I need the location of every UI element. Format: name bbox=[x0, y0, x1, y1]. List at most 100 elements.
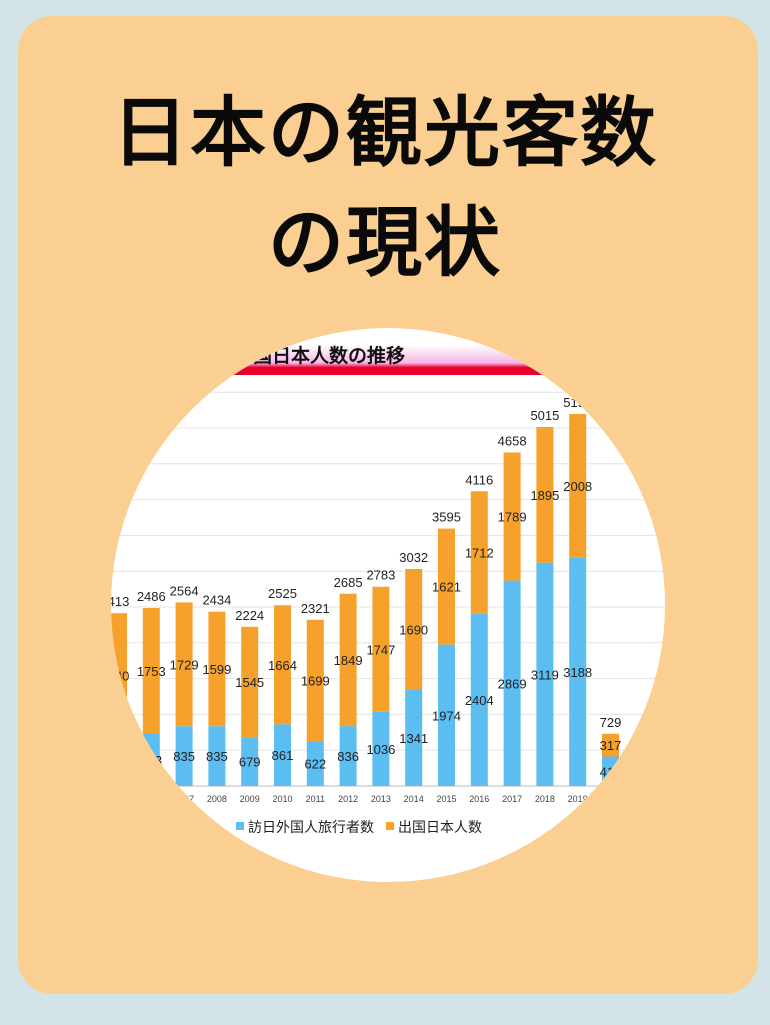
bar-outbound-2011 bbox=[306, 619, 324, 742]
label-outbound-2012: 1849 bbox=[334, 653, 363, 668]
bar-outbound-2008 bbox=[208, 611, 226, 727]
bar-outbound-2020 bbox=[602, 733, 619, 757]
x-tick-2012: 2012 bbox=[338, 794, 358, 804]
label-outbound-2016: 1712 bbox=[465, 546, 494, 561]
label-outbound-2020: 317 bbox=[600, 738, 622, 753]
label-total-2011: 2321 bbox=[301, 601, 330, 616]
label-outbound-2019: 2008 bbox=[563, 479, 592, 494]
label-total-2012: 2685 bbox=[334, 575, 363, 590]
x-tick-2019: 2019 bbox=[568, 794, 588, 804]
label-outbound-2018: 1895 bbox=[530, 488, 559, 503]
bar-outbound-2010 bbox=[274, 605, 291, 725]
x-tick-2007: 2007 bbox=[174, 794, 194, 804]
bar-visitors-2014 bbox=[405, 689, 423, 786]
legend-label-0: 訪日外国人旅行者数 bbox=[248, 819, 374, 835]
label-visitors-2006: 733 bbox=[140, 753, 162, 768]
bar-visitors-2006 bbox=[142, 733, 160, 786]
label-total-2018: 5015 bbox=[530, 408, 559, 423]
x-tick-2020: 202 bbox=[603, 794, 618, 804]
bar-visitors-2009 bbox=[241, 737, 259, 786]
x-tick-2015: 2015 bbox=[436, 794, 456, 804]
label-total-2010: 2525 bbox=[268, 586, 297, 601]
legend-label-1: 出国日本人数 bbox=[398, 819, 482, 835]
label-visitors-2010: 861 bbox=[272, 748, 294, 763]
bar-visitors-2017 bbox=[503, 580, 521, 786]
bar-outbound-2012 bbox=[339, 593, 357, 727]
bar-visitors-2007 bbox=[175, 726, 193, 786]
x-tick-2008: 2008 bbox=[207, 794, 227, 804]
label-outbound-2010: 1664 bbox=[268, 658, 297, 673]
label-outbound-2014: 1690 bbox=[399, 622, 428, 637]
bar-visitors-2016 bbox=[470, 613, 488, 786]
label-outbound-2015: 1621 bbox=[432, 580, 461, 595]
bar-outbound-2019 bbox=[569, 413, 587, 558]
label-visitors-2008: 835 bbox=[206, 749, 228, 764]
label-visitors-2012: 836 bbox=[337, 749, 359, 764]
label-visitors-2013: 1036 bbox=[366, 742, 395, 757]
bar-outbound-2013 bbox=[372, 586, 390, 712]
label-visitors-2015: 1974 bbox=[432, 708, 461, 723]
x-tick-2016: 2016 bbox=[469, 794, 489, 804]
bar-visitors-2018 bbox=[536, 562, 554, 786]
bar-outbound-2006 bbox=[142, 608, 160, 734]
label-outbound-2007: 1729 bbox=[170, 657, 199, 672]
label-visitors-2016: 2404 bbox=[465, 693, 494, 708]
label-visitors-2021: 51 bbox=[642, 770, 656, 785]
bar-outbound-2018 bbox=[536, 426, 554, 563]
label-visitors-2017: 2869 bbox=[498, 676, 527, 691]
bar-visitors-2005 bbox=[111, 737, 127, 786]
label-visitors-2018: 3119 bbox=[531, 667, 559, 682]
x-tick-2014: 2014 bbox=[404, 794, 424, 804]
bar-outbound-2007 bbox=[175, 602, 193, 727]
label-total-2019: 5196 bbox=[563, 395, 592, 410]
title-line-1: 日本の観光客数 bbox=[112, 88, 658, 177]
bar-outbound-2009 bbox=[241, 626, 259, 738]
bar-visitors-2021 bbox=[634, 784, 652, 786]
label-total-2017: 4658 bbox=[498, 433, 527, 448]
label-visitors-2011: 622 bbox=[304, 757, 326, 772]
legend-swatch-1 bbox=[386, 822, 394, 830]
x-tick-2010: 2010 bbox=[272, 794, 292, 804]
bar-outbound-2017 bbox=[503, 452, 521, 581]
bar-visitors-2011 bbox=[306, 741, 324, 786]
bar-visitors-2019 bbox=[569, 557, 587, 786]
x-tick-2009: 2009 bbox=[240, 794, 260, 804]
label-total-2016: 4116 bbox=[465, 472, 493, 487]
label-outbound-2008: 1599 bbox=[202, 662, 231, 677]
x-tick-2013: 2013 bbox=[371, 794, 391, 804]
legend-swatch-0 bbox=[236, 822, 244, 830]
label-visitors-2019: 3188 bbox=[563, 665, 592, 680]
label-total-2013: 2783 bbox=[366, 568, 395, 583]
label-outbound-2013: 1747 bbox=[366, 642, 395, 657]
label-total-2014: 3032 bbox=[399, 550, 428, 565]
label-outbound-2009: 1545 bbox=[235, 675, 264, 690]
x-tick-2017: 2017 bbox=[502, 794, 522, 804]
label-outbound-2005: 740 bbox=[108, 669, 130, 684]
label-total-2005: 413 bbox=[108, 594, 130, 609]
bar-visitors-2010 bbox=[274, 724, 291, 786]
bar-outbound-2015 bbox=[438, 528, 455, 645]
label-outbound-2006: 1753 bbox=[137, 664, 166, 679]
x-tick-2011: 2011 bbox=[306, 794, 325, 804]
x-tick-2018: 2018 bbox=[535, 794, 555, 804]
label-visitors-2014: 1341 bbox=[399, 731, 428, 746]
bar-outbound-2014 bbox=[405, 568, 423, 690]
bar-visitors-2013 bbox=[372, 711, 390, 786]
label-total-2015: 3595 bbox=[432, 510, 461, 525]
label-total-2009: 2224 bbox=[235, 608, 264, 623]
bar-visitors-2015 bbox=[438, 644, 455, 786]
bar-visitors-2008 bbox=[208, 726, 226, 786]
chart-title: 出国日本人数の推移 bbox=[234, 344, 405, 367]
label-visitors-2007: 835 bbox=[173, 749, 195, 764]
bar-visitors-2012 bbox=[339, 726, 357, 786]
label-visitors-2020: 412 bbox=[600, 764, 622, 779]
label-total-2006: 2486 bbox=[137, 589, 166, 604]
bar-outbound-2016 bbox=[470, 491, 488, 614]
label-outbound-2017: 1789 bbox=[498, 510, 527, 525]
label-total-2020: 729 bbox=[600, 715, 622, 730]
label-total-2021: 7 bbox=[640, 739, 647, 754]
title-line-2: の現状 bbox=[268, 198, 502, 287]
label-outbound-2011: 1699 bbox=[301, 674, 330, 689]
